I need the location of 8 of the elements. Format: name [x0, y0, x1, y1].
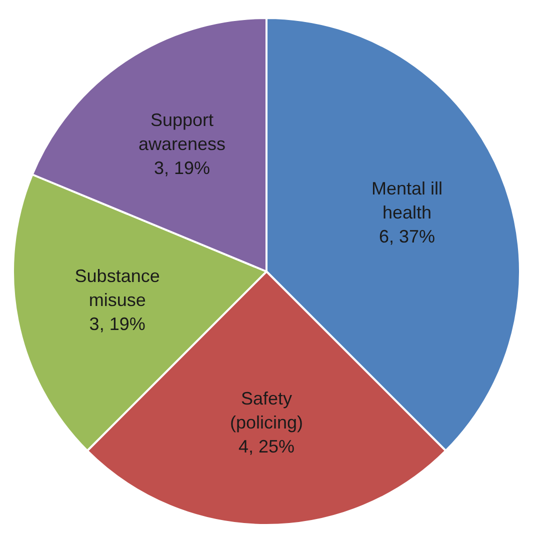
- slice-label: Substance misuse: [74, 266, 160, 310]
- data-label: 3, 19%: [89, 314, 146, 334]
- data-label: 4, 25%: [238, 436, 295, 457]
- slice-label: Support awareness: [138, 110, 226, 154]
- data-label: 6, 37%: [379, 226, 436, 246]
- slice-label: Mental ill health: [372, 178, 443, 222]
- data-label: 3, 19%: [154, 158, 210, 178]
- slice-label: Safety (policing): [230, 388, 304, 433]
